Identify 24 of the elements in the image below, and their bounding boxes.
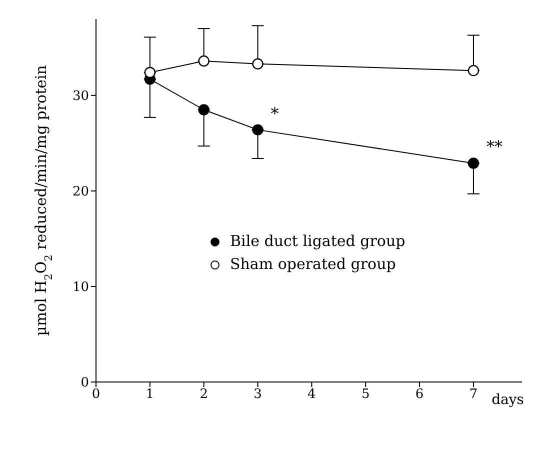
y-tick-label: 20 xyxy=(72,184,89,200)
x-tick-label: 2 xyxy=(200,387,208,402)
y-tick-label: 10 xyxy=(72,280,89,296)
y-tick-label: 0 xyxy=(80,376,89,391)
point xyxy=(144,66,156,78)
point xyxy=(198,104,210,116)
point xyxy=(198,55,210,67)
x-tick-label: 6 xyxy=(415,387,424,402)
point xyxy=(468,158,480,169)
x-tick-label: 0 xyxy=(92,387,100,402)
x-tick-label: 4 xyxy=(308,387,316,402)
x-tick-label: 3 xyxy=(254,387,262,402)
point xyxy=(252,58,264,70)
annotation: ** xyxy=(486,137,502,156)
x-tick-label: 1 xyxy=(146,387,154,402)
legend-label: Bile duct ligated group xyxy=(230,231,406,252)
point xyxy=(468,64,480,76)
x-tick-label: 5 xyxy=(361,387,370,402)
x-tick-label: 7 xyxy=(469,387,478,402)
x-axis-title: days xyxy=(492,392,524,408)
annotation: * xyxy=(270,104,279,123)
point xyxy=(252,124,264,136)
legend-label: Sham operated group xyxy=(230,254,396,275)
y-tick-label: 30 xyxy=(72,89,89,104)
